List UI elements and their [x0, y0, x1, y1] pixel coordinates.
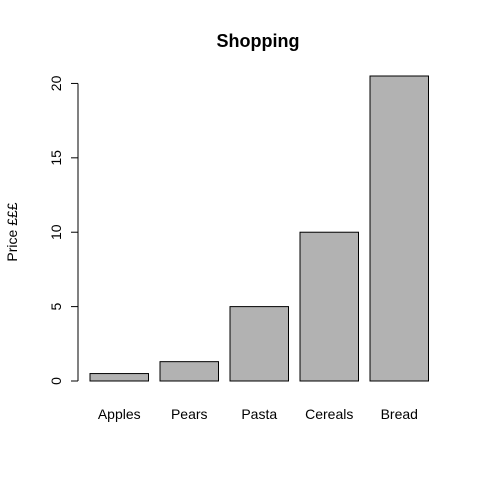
bar-apples — [89, 373, 149, 382]
y-tick-label: 20 — [48, 75, 64, 91]
x-tick-label: Bread — [381, 406, 418, 422]
x-tick-label: Pasta — [241, 406, 277, 422]
y-axis: 0 5 10 15 20 — [48, 75, 79, 385]
bar-cereals — [299, 231, 359, 382]
bar-bread — [369, 75, 429, 382]
y-tick-label: 15 — [48, 150, 64, 166]
bar-pasta — [229, 306, 289, 382]
x-tick-label: Pears — [171, 406, 208, 422]
bar-pears — [159, 361, 219, 382]
y-tick-label: 5 — [48, 303, 64, 311]
y-axis-label: Price £££ — [4, 202, 20, 261]
x-tick-label: Apples — [98, 406, 141, 422]
bars-group — [89, 75, 429, 382]
chart-title: Shopping — [217, 31, 300, 51]
x-tick-label: Cereals — [305, 406, 353, 422]
x-axis-labels: Apples Pears Pasta Cereals Bread — [98, 406, 418, 422]
y-tick-label: 0 — [48, 377, 64, 385]
y-tick-label: 10 — [48, 224, 64, 240]
